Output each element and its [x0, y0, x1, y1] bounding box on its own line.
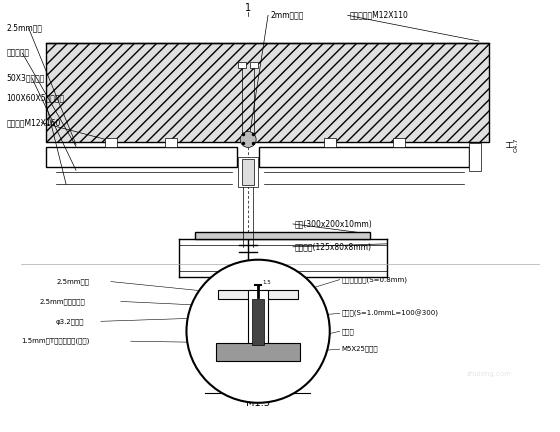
Text: 1: 1	[255, 380, 261, 390]
Bar	[216, 343, 300, 361]
Bar	[252, 299, 264, 345]
Text: 50X3铝件铝道: 50X3铝件铝道	[6, 73, 45, 83]
Bar	[250, 62, 258, 68]
Bar	[262, 289, 298, 299]
Text: 100X60X5铝件铝道: 100X60X5铝件铝道	[6, 93, 64, 102]
Text: zhulong.com: zhulong.com	[466, 371, 511, 377]
Text: 2.5mm铝单板钢件: 2.5mm铝单板钢件	[39, 298, 85, 305]
Bar	[394, 137, 405, 147]
Circle shape	[240, 132, 256, 147]
Bar	[242, 159, 254, 185]
Text: 1.5mm直T连接条钢件(铝板): 1.5mm直T连接条钢件(铝板)	[21, 338, 90, 344]
Text: 钢骨龙骨(125x80x8mm): 钢骨龙骨(125x80x8mm)	[295, 242, 372, 251]
Text: 钢板(300x200x10mm): 钢板(300x200x10mm)	[295, 219, 372, 229]
Bar	[218, 289, 254, 299]
Text: 钢件条(S=1.0mmL=100@300): 钢件条(S=1.0mmL=100@300)	[342, 310, 438, 317]
Bar	[469, 143, 481, 172]
Text: 1.5: 1.5	[262, 280, 271, 285]
Text: M1:3: M1:3	[246, 398, 270, 408]
Bar	[105, 137, 117, 147]
Text: 末次名铝件钢(S=0.8mm): 末次名铝件钢(S=0.8mm)	[342, 276, 408, 283]
Text: C4.7: C4.7	[514, 138, 519, 152]
Text: 铝板边缘层: 铝板边缘层	[6, 48, 30, 57]
Text: 钉头条: 钉头条	[342, 328, 354, 334]
Bar	[46, 43, 489, 143]
Bar	[165, 137, 176, 147]
Bar	[238, 62, 246, 68]
Text: 不锈钢螺栓M12X110: 不锈钢螺栓M12X110	[349, 11, 409, 20]
Text: M5X25螺栓令: M5X25螺栓令	[342, 346, 379, 353]
Bar	[248, 289, 268, 348]
Text: 化学螺栓M12X160: 化学螺栓M12X160	[6, 118, 60, 127]
Bar	[46, 147, 237, 167]
Text: φ3.2拉铆钉: φ3.2拉铆钉	[56, 318, 85, 324]
Circle shape	[186, 260, 330, 403]
Bar	[324, 137, 336, 147]
Text: 2.5mm铝板: 2.5mm铝板	[56, 278, 89, 285]
Bar	[195, 232, 370, 239]
Text: 2mm橡胶垫: 2mm橡胶垫	[270, 11, 304, 20]
Text: 1: 1	[245, 3, 251, 13]
Bar	[259, 147, 469, 167]
Bar	[238, 157, 258, 187]
Text: 2.5mm铝板: 2.5mm铝板	[6, 24, 43, 33]
